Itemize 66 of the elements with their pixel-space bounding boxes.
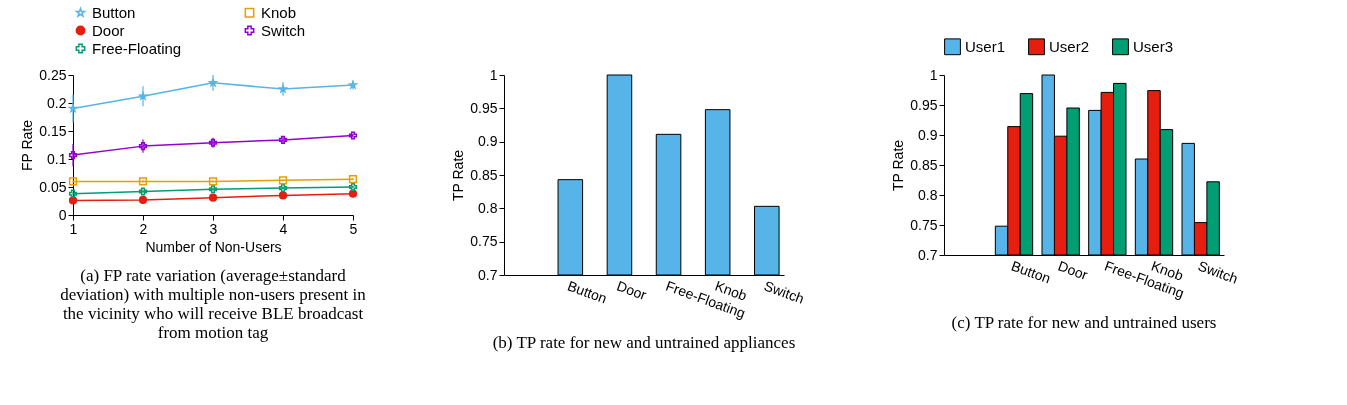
y-tick-label: 0.2 — [47, 94, 67, 111]
y-tick-label: 0.1 — [47, 150, 67, 167]
x-tick-label: Switch — [1195, 257, 1241, 287]
point — [68, 177, 78, 186]
x-tick-label: 2 — [139, 220, 148, 237]
legend-label: User2 — [1049, 37, 1090, 55]
y-tick-label: 1 — [489, 66, 498, 83]
y-tick-label: 0.7 — [918, 246, 938, 263]
point — [68, 196, 78, 205]
y-tick-label: 0.95 — [910, 96, 938, 113]
y-tick-label: 0.7 — [478, 266, 498, 283]
point — [138, 187, 148, 196]
y-tick-label: 0.9 — [918, 126, 938, 143]
y-axis-title: TP Rate — [450, 149, 467, 202]
point — [208, 138, 218, 147]
point — [138, 177, 148, 186]
x-tick-label: Button — [1009, 257, 1053, 287]
point — [208, 177, 218, 186]
point — [138, 142, 148, 151]
point — [138, 195, 148, 204]
y-tick-label: 1 — [929, 66, 938, 83]
x-tick-label: Button — [565, 277, 610, 307]
legend-label: User3 — [1133, 37, 1174, 55]
point — [278, 191, 288, 200]
point — [208, 185, 218, 194]
y-tick-label: 0.85 — [470, 166, 498, 183]
x-tick-label: 4 — [279, 220, 288, 237]
legend-label: Knob — [261, 3, 297, 21]
x-axis-title: Number of Non-Users — [145, 238, 282, 255]
point — [278, 176, 288, 185]
y-tick-label: 0.95 — [470, 99, 498, 116]
y-tick-label: 0.25 — [39, 66, 67, 83]
y-tick-label: 0.75 — [910, 216, 938, 233]
legend-label: User1 — [965, 37, 1006, 55]
x-tick-label: 5 — [349, 220, 358, 237]
y-tick-label: 0.9 — [478, 133, 498, 150]
legend-label: Switch — [261, 21, 306, 39]
y-tick-label: 0.75 — [470, 233, 498, 250]
y-tick-label: 0.8 — [478, 199, 498, 216]
point — [348, 182, 358, 192]
legend-label: Button — [92, 3, 136, 21]
point — [208, 193, 218, 202]
point — [68, 150, 78, 160]
legend-label: Door — [92, 21, 125, 39]
x-tick-label: 1 — [69, 220, 78, 237]
point — [278, 135, 288, 145]
x-tick-label: Door — [1055, 257, 1091, 284]
x-tick-label: 3 — [209, 220, 218, 237]
point — [348, 175, 358, 184]
y-tick-label: 0.85 — [910, 156, 938, 173]
point — [278, 184, 288, 193]
point — [68, 189, 78, 198]
y-axis-title: FP Rate — [19, 119, 36, 172]
x-tick-label: Door — [614, 277, 649, 304]
point — [348, 131, 358, 140]
y-tick-label: 0.8 — [918, 186, 938, 203]
y-tick-label: 0.05 — [39, 178, 67, 195]
point — [348, 189, 358, 198]
text: (a) FP rate variation (average±standard deviation) with multiple non-users present in the vicinity who will receive BLE broadcast from motion tag — [60, 266, 367, 342]
legend-label: Free-Floating — [92, 39, 182, 57]
y-axis-title: TP Rate — [890, 139, 907, 192]
y-tick-label: 0.15 — [39, 122, 67, 139]
x-tick-label: Switch — [762, 277, 807, 307]
y-tick-label: 0 — [58, 206, 67, 223]
text: (c) TP rate for new and untrained users — [951, 312, 1217, 332]
text: (b) TP rate for new and untrained appliances — [492, 332, 796, 352]
